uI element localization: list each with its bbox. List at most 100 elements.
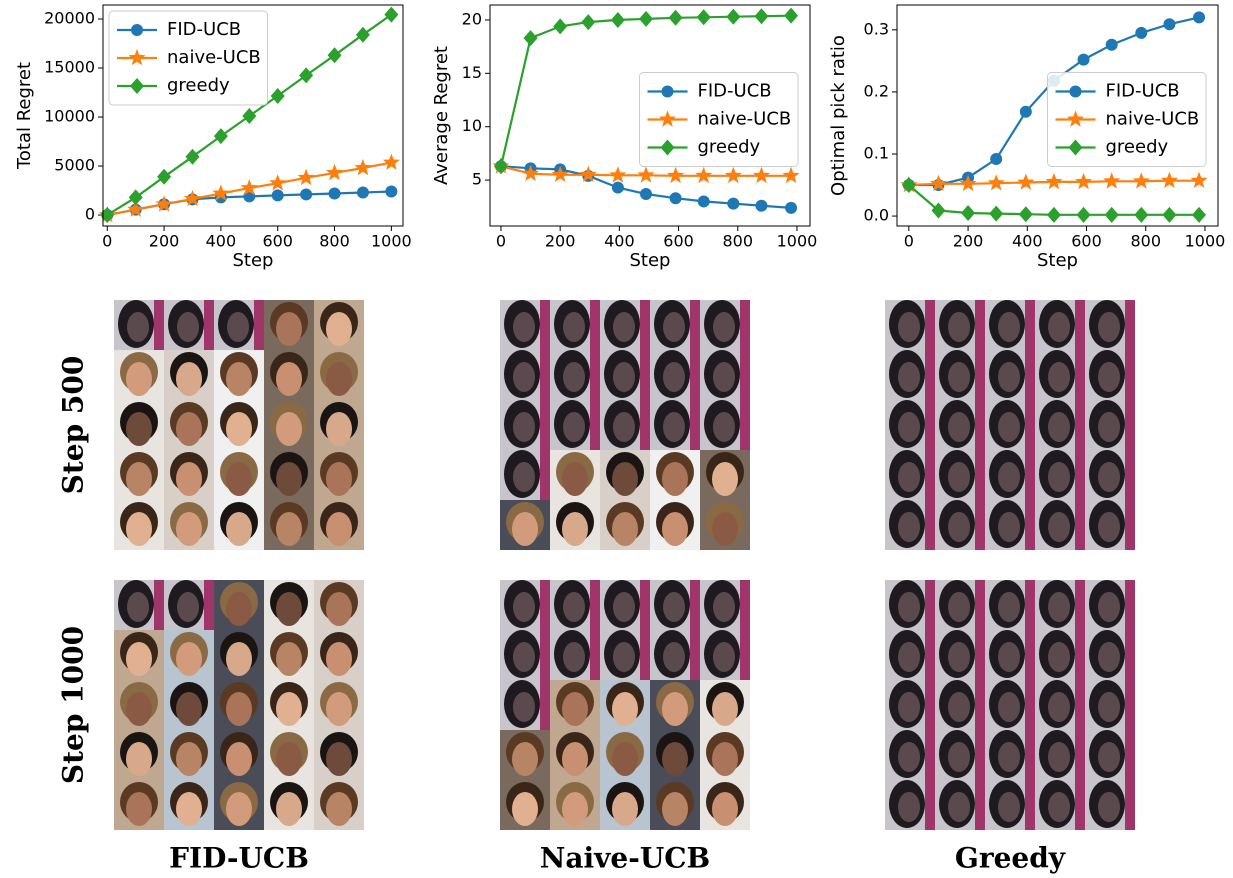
- y-tick-label: 0.3: [864, 19, 889, 38]
- face: [712, 742, 738, 776]
- face: [948, 592, 970, 622]
- face-strip: [975, 580, 985, 630]
- face: [898, 312, 920, 342]
- face-strip: [975, 450, 985, 500]
- x-tick-label: 600: [663, 232, 694, 251]
- face: [898, 592, 920, 622]
- legend-box: [1047, 72, 1207, 167]
- x-tick-label: 1000: [371, 232, 412, 251]
- face: [226, 462, 252, 496]
- x-tick-label: 600: [262, 232, 293, 251]
- face-strip: [1075, 450, 1085, 500]
- face: [1098, 592, 1120, 622]
- face-strip: [1025, 730, 1035, 780]
- face-strip: [1125, 580, 1135, 630]
- face: [948, 462, 970, 492]
- marker: [754, 8, 769, 25]
- face: [998, 692, 1020, 722]
- face: [176, 412, 202, 446]
- face-strip: [540, 580, 550, 630]
- marker: [579, 165, 597, 182]
- marker: [755, 199, 768, 212]
- face-strip: [925, 400, 935, 450]
- face: [226, 512, 252, 546]
- face: [127, 312, 149, 342]
- marker: [695, 166, 713, 184]
- face-strip: [1125, 350, 1135, 400]
- y-tick-label: 0.2: [864, 81, 889, 100]
- face-strip: [975, 500, 985, 550]
- marker: [1104, 206, 1119, 223]
- marker: [1162, 206, 1177, 223]
- face: [948, 412, 970, 442]
- face-strip: [740, 400, 750, 450]
- face-strip: [1125, 450, 1135, 500]
- marker: [668, 9, 683, 26]
- legend-label: naive-UCB: [1106, 109, 1200, 130]
- column-label: Naive-UCB: [540, 842, 710, 875]
- face: [613, 412, 635, 442]
- face-strip: [1075, 400, 1085, 450]
- marker: [271, 189, 284, 202]
- x-tick-label: 200: [545, 232, 576, 251]
- legend-label: naive-UCB: [167, 47, 261, 68]
- marker: [667, 166, 685, 184]
- marker: [660, 139, 675, 156]
- row-label: Step 500: [57, 356, 90, 495]
- plot-frame: [896, 4, 1219, 227]
- face: [563, 592, 585, 622]
- y-tick-label: 20000: [44, 9, 95, 28]
- face: [1048, 362, 1070, 392]
- face-strip: [1075, 500, 1085, 550]
- marker: [1046, 206, 1061, 223]
- face: [712, 692, 738, 726]
- face: [176, 692, 202, 726]
- column-label: Greedy: [955, 842, 1066, 875]
- marker: [1103, 172, 1121, 189]
- face: [898, 462, 920, 492]
- marker: [551, 165, 569, 182]
- face: [998, 462, 1020, 492]
- face: [613, 592, 635, 622]
- face: [948, 792, 970, 822]
- face: [898, 742, 920, 772]
- face: [276, 592, 302, 626]
- face-strip: [204, 580, 214, 630]
- marker: [1135, 26, 1148, 39]
- marker: [609, 166, 627, 183]
- face: [613, 362, 635, 392]
- marker: [1193, 11, 1206, 24]
- face: [1098, 412, 1120, 442]
- face: [126, 692, 152, 726]
- x-tick-label: 200: [149, 232, 180, 251]
- plot-frame: [102, 4, 404, 227]
- marker: [785, 201, 798, 214]
- marker: [553, 18, 568, 35]
- face: [513, 642, 535, 672]
- x-axis-label: Step: [630, 250, 671, 271]
- face: [662, 792, 688, 826]
- marker: [382, 153, 400, 170]
- face-strip: [154, 580, 164, 630]
- marker: [1160, 171, 1178, 188]
- face: [563, 412, 585, 442]
- x-tick-label: 0: [102, 232, 112, 251]
- face: [998, 512, 1020, 542]
- marker: [131, 24, 143, 36]
- marker: [637, 166, 655, 183]
- face-strip: [925, 780, 935, 830]
- marker: [356, 186, 369, 199]
- y-tick-label: 5000: [54, 156, 95, 175]
- marker: [128, 189, 143, 206]
- face-strip: [540, 300, 550, 350]
- face: [998, 642, 1020, 672]
- face: [898, 362, 920, 392]
- x-tick-label: 400: [604, 232, 635, 251]
- face-strip: [925, 630, 935, 680]
- face: [1098, 742, 1120, 772]
- face-strip: [690, 350, 700, 400]
- face-strip: [740, 630, 750, 680]
- face: [612, 692, 638, 726]
- face: [1048, 592, 1070, 622]
- face-strip: [925, 500, 935, 550]
